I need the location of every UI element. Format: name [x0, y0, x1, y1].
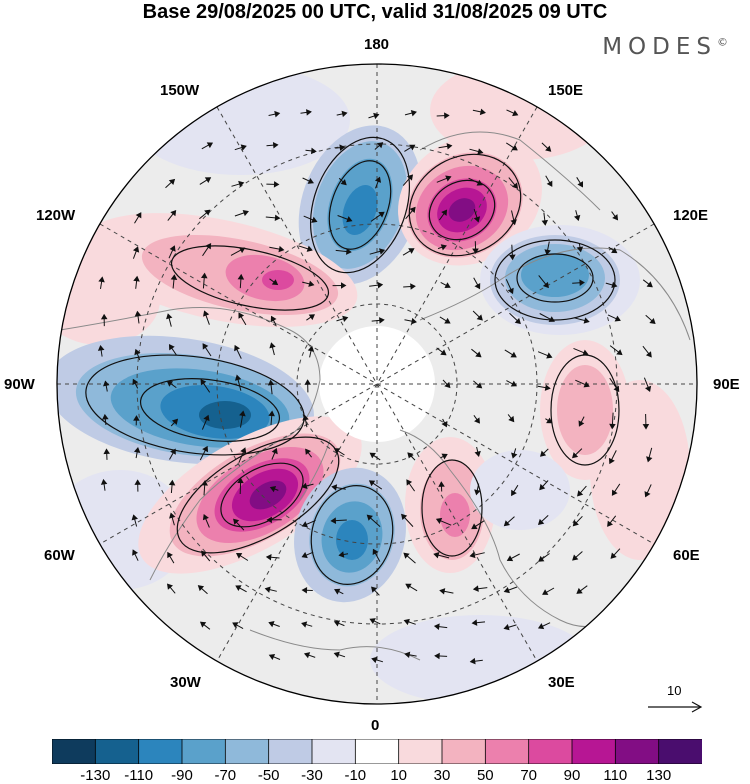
lon-label-90e: 90E [713, 376, 740, 394]
lon-label-150w: 150W [160, 82, 199, 100]
lon-label-60e: 60E [673, 547, 700, 565]
colorbar-labels: -130 -110 -90 -70 -50 -30 -10 10 30 50 70 90 110 130 [52, 767, 702, 783]
lon-label-30e: 30E [548, 674, 575, 692]
lon-label-90w: 90W [4, 376, 35, 394]
field-layer [38, 60, 710, 710]
anomaly-weak-negative [470, 450, 570, 530]
colorbar-swatch [182, 739, 226, 764]
colorbar-tick-label: 50 [477, 767, 494, 784]
colorbar-swatch [529, 739, 573, 764]
colorbar-swatch [52, 739, 96, 764]
lon-label-60w: 60W [44, 547, 75, 565]
lon-label-0: 0 [371, 717, 379, 735]
colorbar-tick-label: -30 [301, 767, 323, 784]
colorbar-tick-label: -130 [80, 767, 110, 784]
colorbar-swatch [225, 739, 269, 764]
lon-label-150e: 150E [548, 82, 583, 100]
colorbar-tick-label: -10 [344, 767, 366, 784]
colorbar-swatch [442, 739, 486, 764]
colorbar-tick-label: 110 [603, 767, 627, 784]
colorbar-tick-label: -50 [258, 767, 280, 784]
reference-vector [640, 683, 710, 713]
colorbar-tick-label: -70 [214, 767, 236, 784]
colorbar-swatch [139, 739, 183, 764]
colorbar-tick-label: 10 [390, 767, 407, 784]
colorbar-swatch [312, 739, 356, 764]
lon-label-30w: 30W [170, 674, 201, 692]
lon-label-180: 180 [364, 36, 389, 54]
colorbar-tick-label: -90 [171, 767, 193, 784]
colorbar-tick-label: -110 [124, 767, 153, 784]
lon-label-120e: 120E [673, 207, 708, 225]
lon-label-120w: 120W [36, 207, 75, 225]
colorbar-swatch [572, 739, 616, 764]
colorbar-swatch [355, 739, 399, 764]
colorbar-swatch [95, 739, 139, 764]
colorbar-swatch [269, 739, 313, 764]
colorbar-swatch [399, 739, 443, 764]
colorbar-tick-label: 90 [564, 767, 581, 784]
colorbar-tick-label: 70 [520, 767, 537, 784]
colorbar [52, 739, 702, 764]
colorbar-tick-label: 30 [434, 767, 451, 784]
high-anomaly-east [540, 340, 630, 480]
colorbar-tick-label: 130 [646, 767, 671, 784]
colorbar-swatch [659, 739, 702, 764]
colorbar-swatch [615, 739, 659, 764]
colorbar-swatch [485, 739, 529, 764]
